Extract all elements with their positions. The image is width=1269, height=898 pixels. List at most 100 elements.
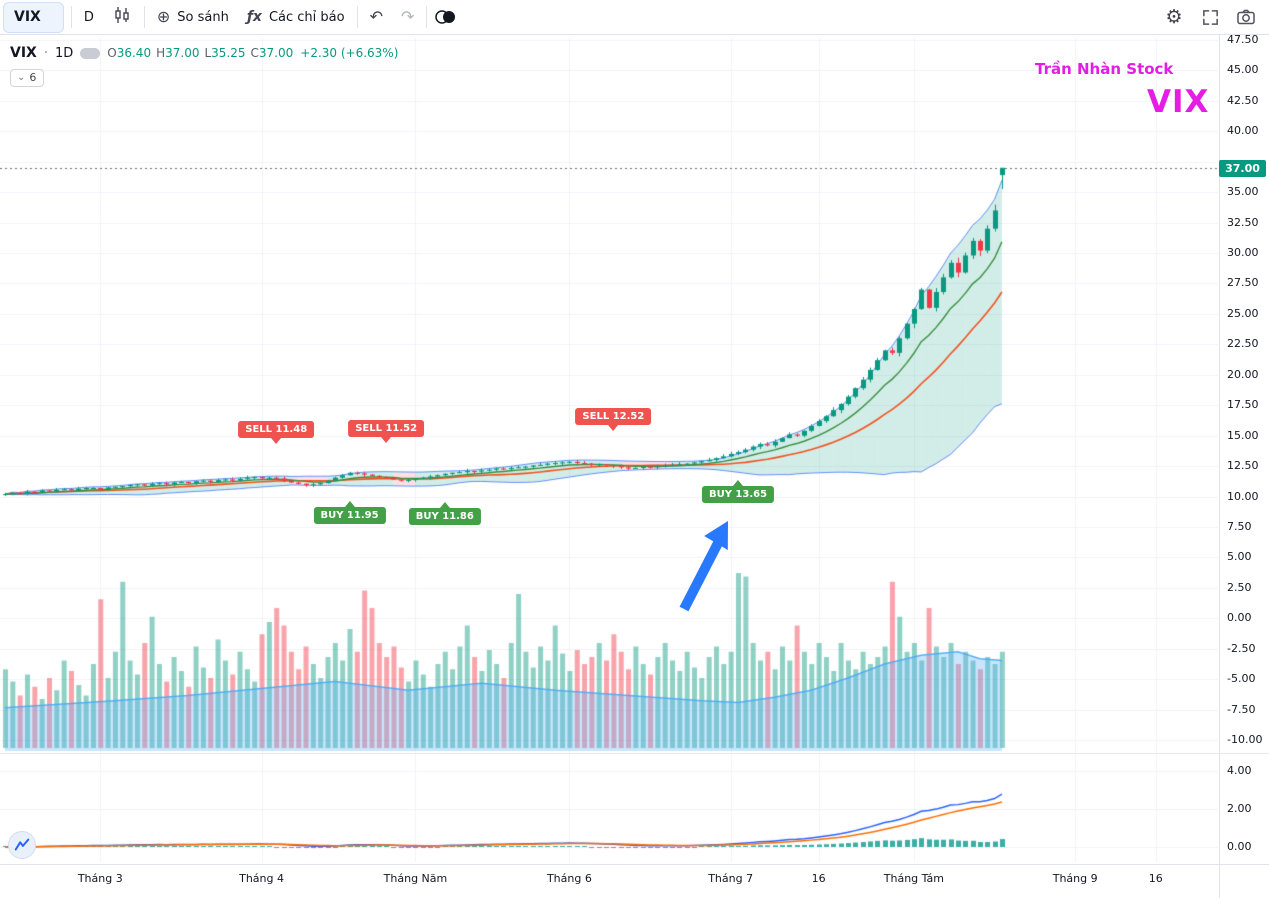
low-value: 35.25 bbox=[211, 46, 246, 60]
legend-more-icon[interactable] bbox=[80, 47, 101, 59]
indicators-label: Các chỉ báo bbox=[268, 9, 345, 25]
price-tick-label: 47.50 bbox=[1227, 32, 1259, 46]
open-value: 36.40 bbox=[116, 46, 152, 60]
macd-tick-label: 2.00 bbox=[1227, 802, 1252, 815]
price-tick-label: 0.00 bbox=[1227, 611, 1252, 625]
settings-button[interactable]: ⚙ bbox=[1159, 3, 1189, 31]
pane-divider[interactable] bbox=[0, 753, 1269, 754]
sell-marker: SELL 11.52 bbox=[348, 420, 425, 443]
redo-button[interactable]: ↷ bbox=[392, 3, 423, 31]
price-tick-label: 40.00 bbox=[1227, 124, 1259, 138]
time-tick-label: Tháng 6 bbox=[546, 872, 592, 885]
price-tick-label: 5.00 bbox=[1227, 550, 1252, 564]
collapsed-count: 6 bbox=[29, 71, 37, 84]
legend-separator: · bbox=[43, 45, 48, 61]
macd-tick-label: 0.00 bbox=[1227, 840, 1252, 853]
marker-label: SELL 11.52 bbox=[348, 420, 425, 437]
undo-button[interactable]: ↶ bbox=[361, 3, 392, 31]
price-tick-label: 17.50 bbox=[1227, 398, 1259, 412]
price-tick-label: 20.00 bbox=[1227, 367, 1259, 381]
undo-icon: ↶ bbox=[369, 7, 383, 26]
time-tick-label: Tháng 7 bbox=[708, 872, 754, 885]
time-tick-label: 16 bbox=[1148, 872, 1163, 885]
compare-button[interactable]: ⊕ So sánh bbox=[148, 3, 238, 31]
price-tick-label: -5.00 bbox=[1227, 672, 1256, 686]
fx-icon: ƒx bbox=[246, 9, 262, 25]
marker-pointer-icon bbox=[271, 437, 282, 444]
price-tick-label: -2.50 bbox=[1227, 641, 1256, 655]
price-tick-label: -10.00 bbox=[1227, 733, 1263, 746]
toolbar-right-group: ⚙ bbox=[1159, 3, 1269, 31]
marker-pointer-icon bbox=[344, 500, 355, 507]
sell-marker: SELL 11.48 bbox=[238, 420, 315, 444]
indicators-collapsed-chip[interactable]: ⌄ 6 bbox=[10, 69, 45, 87]
marker-label: SELL 12.52 bbox=[575, 407, 652, 425]
time-tick-label: Tháng 4 bbox=[239, 872, 284, 885]
arrow-annotation[interactable] bbox=[660, 505, 750, 620]
layout-toggle-button[interactable] bbox=[430, 3, 460, 31]
time-tick-label: Tháng 9 bbox=[1052, 872, 1098, 885]
plus-circle-icon: ⊕ bbox=[156, 7, 171, 26]
buy-marker: BUY 11.95 bbox=[313, 500, 386, 524]
compare-label: So sánh bbox=[177, 9, 229, 25]
symbol-name: VIX bbox=[14, 9, 41, 25]
price-tick-label: 15.00 bbox=[1227, 428, 1259, 442]
fullscreen-button[interactable] bbox=[1195, 3, 1225, 31]
time-tick-label: Tháng Năm bbox=[383, 872, 448, 885]
price-tick-label: 30.00 bbox=[1227, 246, 1259, 260]
logo-icon[interactable] bbox=[8, 831, 36, 859]
toolbar-divider bbox=[426, 6, 428, 28]
marker-label: BUY 11.86 bbox=[408, 507, 481, 525]
candlestick-icon bbox=[112, 5, 132, 29]
fullscreen-icon bbox=[1201, 8, 1220, 27]
time-tick-label: 16 bbox=[811, 872, 826, 885]
marker-label: BUY 13.65 bbox=[701, 486, 775, 504]
marker-label: SELL 11.48 bbox=[238, 420, 315, 438]
high-label: H bbox=[156, 46, 166, 60]
high-value: 37.00 bbox=[165, 46, 200, 60]
interval-value: D bbox=[83, 9, 94, 25]
legend-interval[interactable]: 1D bbox=[54, 45, 74, 61]
price-tick-label: 27.50 bbox=[1227, 276, 1259, 290]
axis-corner bbox=[1219, 864, 1269, 898]
legend-symbol[interactable]: VIX bbox=[10, 45, 37, 61]
current-price-tag[interactable]: 37.00 bbox=[1219, 160, 1266, 177]
toolbar-divider bbox=[356, 6, 358, 28]
price-tick-label: 7.50 bbox=[1227, 519, 1252, 533]
legend: VIX · 1D O36.40 H37.00 L35.25 C37.00 +2.… bbox=[10, 45, 398, 61]
price-tick-label: 35.00 bbox=[1227, 185, 1259, 199]
time-tick-label: Tháng 3 bbox=[77, 872, 123, 885]
low-label: L bbox=[204, 46, 212, 60]
symbol-search-button[interactable]: VIX bbox=[3, 1, 64, 33]
marker-pointer-icon bbox=[439, 501, 450, 508]
chart-type-button[interactable] bbox=[103, 3, 141, 31]
interval-button[interactable]: D bbox=[75, 3, 103, 31]
watermark-brand-text: Trần Nhàn Stock bbox=[1035, 60, 1174, 78]
toolbar-divider bbox=[143, 6, 145, 28]
indicators-button[interactable]: ƒx Các chỉ báo bbox=[238, 3, 354, 31]
price-tick-label: 25.00 bbox=[1227, 306, 1259, 320]
price-tick-label: 45.00 bbox=[1227, 63, 1259, 77]
price-tick-label: 2.50 bbox=[1227, 580, 1252, 594]
marker-pointer-icon bbox=[608, 424, 619, 431]
macd-tick-label: 4.00 bbox=[1227, 764, 1252, 777]
time-axis[interactable] bbox=[0, 864, 1219, 898]
legend-ohlc: O36.40 H37.00 L35.25 C37.00 bbox=[107, 46, 293, 60]
price-tick-label: 10.00 bbox=[1227, 489, 1259, 503]
buy-marker: BUY 13.65 bbox=[701, 480, 775, 504]
buy-marker: BUY 11.86 bbox=[408, 501, 481, 525]
watermark-symbol-text: VIX bbox=[1147, 84, 1210, 120]
close-label: C bbox=[250, 46, 259, 60]
top-toolbar: VIX D ⊕ So sánh ƒx Các chỉ báo ↶ bbox=[0, 0, 1269, 35]
snapshot-button[interactable] bbox=[1231, 3, 1261, 31]
sell-marker: SELL 12.52 bbox=[575, 407, 652, 431]
close-value: 37.00 bbox=[258, 46, 294, 60]
price-tick-label: 22.50 bbox=[1227, 337, 1259, 351]
price-tick-label: 32.50 bbox=[1227, 215, 1259, 229]
price-tick-label: 42.50 bbox=[1227, 93, 1259, 107]
chevron-down-icon: ⌄ bbox=[17, 71, 26, 83]
circles-toggle-icon bbox=[432, 7, 458, 27]
